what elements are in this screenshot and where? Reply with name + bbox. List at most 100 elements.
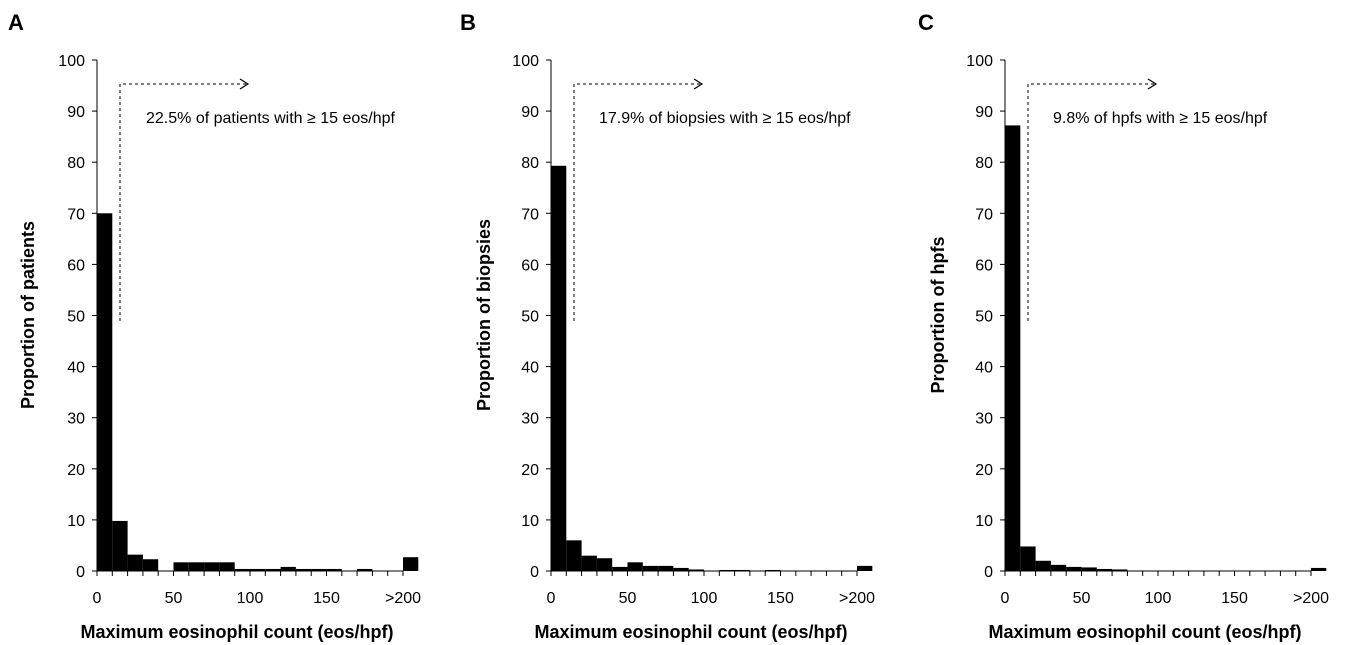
y-axis-title: Proportion of hpfs (928, 237, 948, 394)
histogram-bar (234, 568, 250, 571)
y-tick-label: 100 (58, 53, 85, 70)
histogram-bar (612, 566, 628, 571)
arrow-head-icon (1147, 78, 1158, 90)
histogram-bar (127, 554, 143, 571)
y-tick-label: 70 (521, 206, 539, 223)
histogram-bar (857, 565, 873, 571)
y-tick-label: 80 (67, 155, 85, 172)
x-tick-label: >200 (1293, 590, 1329, 607)
histogram-bar (1005, 125, 1021, 572)
threshold-dashed-line (573, 83, 702, 321)
y-tick-label: 60 (975, 257, 993, 274)
x-tick-label: 0 (93, 590, 102, 607)
y-tick-label: 90 (67, 104, 85, 121)
histogram-bar (719, 569, 735, 571)
histogram-bar (142, 559, 159, 571)
threshold-annotation: 17.9% of biopsies with ≥ 15 eos/hpf (599, 110, 851, 127)
histogram-bar (1081, 567, 1097, 571)
x-axis-title: Maximum eosinophil count (eos/hpf) (988, 622, 1301, 642)
histogram-bar (265, 568, 281, 571)
y-tick-label: 80 (975, 155, 993, 172)
y-tick-label: 50 (67, 309, 85, 326)
threshold-annotation: 9.8% of hpfs with ≥ 15 eos/hpf (1053, 110, 1268, 127)
histogram-bar (311, 568, 327, 571)
panel-label: A (8, 10, 24, 35)
y-tick-label: 50 (521, 309, 539, 326)
histogram-bar (658, 565, 674, 571)
histogram-bar (1066, 566, 1082, 571)
histogram-bar (551, 165, 567, 572)
histogram-bar (1311, 567, 1327, 571)
y-tick-label: 20 (521, 462, 539, 479)
histogram-bar (97, 213, 113, 572)
y-axis-title: Proportion of patients (18, 221, 38, 409)
histogram-bar (1020, 546, 1036, 571)
y-tick-label: 0 (76, 564, 85, 581)
histogram-bar (1112, 569, 1128, 571)
histogram-bar (357, 568, 373, 571)
y-tick-label: 30 (975, 411, 993, 428)
histogram-bar (1096, 568, 1113, 571)
y-tick-label: 100 (512, 53, 539, 70)
y-tick-label: 70 (975, 206, 993, 223)
y-tick-label: 20 (975, 462, 993, 479)
y-tick-label: 30 (67, 411, 85, 428)
panel-label: C (918, 10, 934, 35)
y-tick-label: 90 (975, 104, 993, 121)
y-axis-title: Proportion of biopsies (474, 219, 494, 411)
histogram-bar (642, 565, 659, 571)
histogram-bar (734, 569, 750, 571)
y-tick-label: 70 (67, 206, 85, 223)
x-tick-label: 100 (237, 590, 264, 607)
histogram-bar (204, 562, 220, 571)
x-tick-label: 50 (619, 590, 637, 607)
histogram-bar (627, 562, 643, 571)
histogram-bar (219, 562, 235, 571)
x-tick-label: 100 (1145, 590, 1172, 607)
y-tick-label: 60 (521, 257, 539, 274)
y-tick-label: 30 (521, 411, 539, 428)
x-tick-label: 0 (547, 590, 556, 607)
histogram-bar (673, 567, 689, 571)
histogram-bar (280, 566, 296, 571)
x-tick-label: 0 (1001, 590, 1010, 607)
panel-label: B (460, 10, 476, 35)
histogram-bar (112, 520, 128, 571)
histogram-bar (581, 555, 597, 571)
x-tick-label: 150 (313, 590, 340, 607)
x-tick-label: 50 (165, 590, 183, 607)
y-tick-label: 0 (530, 564, 539, 581)
arrow-head-icon (239, 78, 250, 90)
histogram-bar (295, 568, 312, 571)
x-tick-label: 150 (767, 590, 794, 607)
y-tick-label: 90 (521, 104, 539, 121)
histogram-bar (250, 568, 266, 571)
y-tick-label: 40 (975, 360, 993, 377)
arrow-head-icon (693, 78, 704, 90)
y-tick-label: 20 (67, 462, 85, 479)
y-tick-label: 0 (984, 564, 993, 581)
y-tick-label: 10 (521, 513, 539, 530)
x-axis-title: Maximum eosinophil count (eos/hpf) (80, 622, 393, 642)
x-axis-title: Maximum eosinophil count (eos/hpf) (534, 622, 847, 642)
x-tick-label: 150 (1221, 590, 1248, 607)
threshold-annotation: 22.5% of patients with ≥ 15 eos/hpf (146, 110, 395, 127)
x-tick-label: >200 (385, 590, 421, 607)
x-tick-label: 100 (691, 590, 718, 607)
histogram-bar (403, 557, 419, 571)
x-tick-label: 50 (1073, 590, 1091, 607)
histogram-bar (566, 540, 582, 571)
histogram-bar (1035, 560, 1051, 571)
histogram-bar (688, 569, 704, 571)
y-tick-label: 40 (521, 360, 539, 377)
y-tick-label: 100 (966, 53, 993, 70)
histogram-bar (765, 569, 781, 571)
histogram-bar (326, 568, 342, 571)
y-tick-label: 10 (67, 513, 85, 530)
threshold-dashed-line (119, 83, 248, 321)
histogram-bar (1050, 564, 1067, 571)
histogram-bar (173, 562, 189, 571)
y-tick-label: 60 (67, 257, 85, 274)
y-tick-label: 80 (521, 155, 539, 172)
